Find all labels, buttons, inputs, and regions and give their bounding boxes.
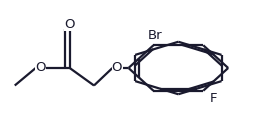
Text: O: O bbox=[112, 61, 122, 75]
Text: O: O bbox=[35, 61, 45, 75]
Text: F: F bbox=[210, 92, 217, 105]
Text: O: O bbox=[65, 18, 75, 31]
Text: Br: Br bbox=[147, 29, 162, 42]
